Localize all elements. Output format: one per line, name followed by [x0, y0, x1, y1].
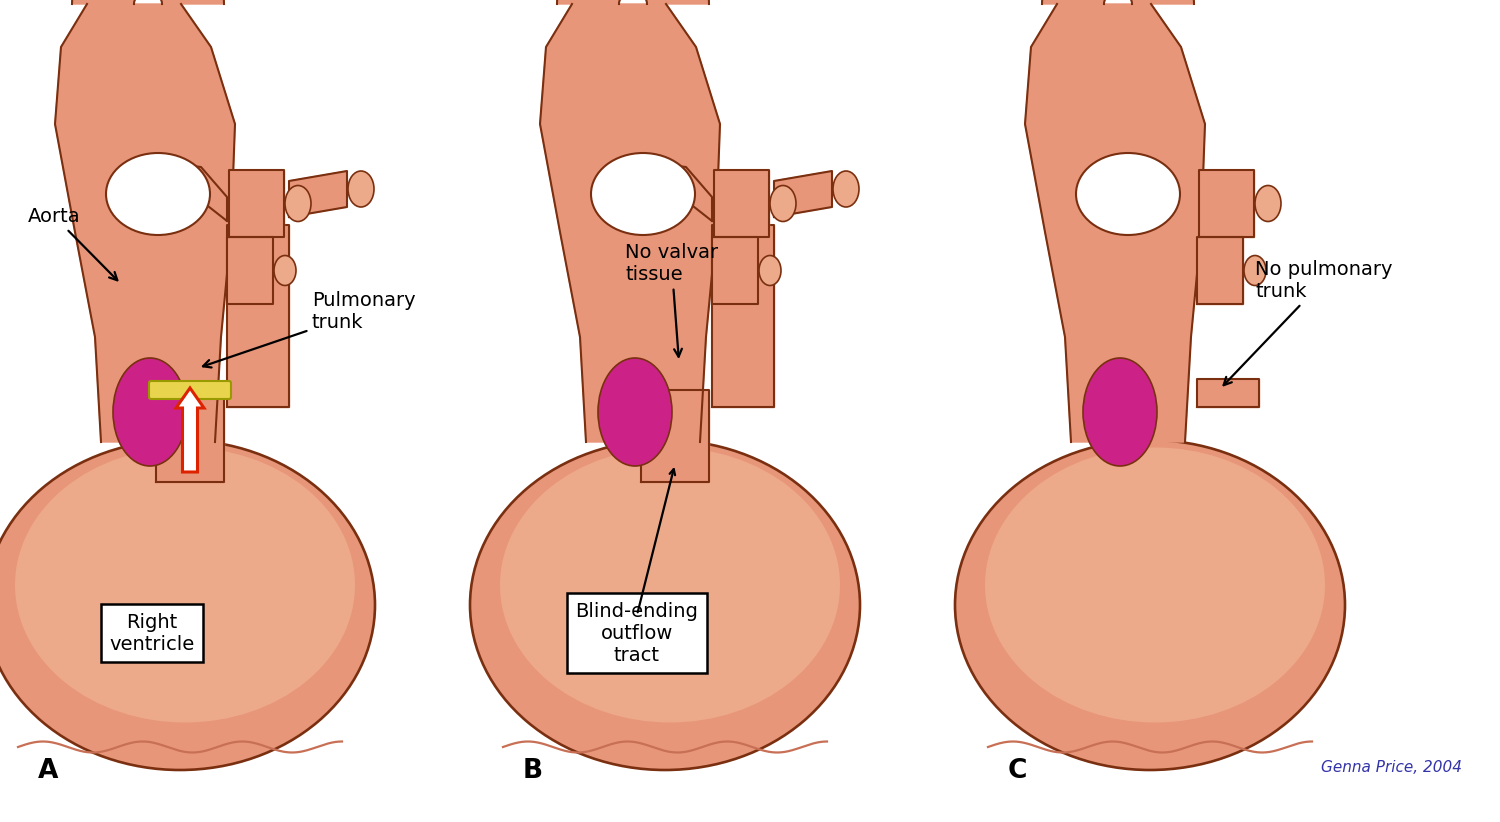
Ellipse shape	[833, 171, 860, 207]
Ellipse shape	[470, 440, 860, 770]
Polygon shape	[72, 0, 224, 4]
Ellipse shape	[986, 447, 1324, 723]
Polygon shape	[712, 225, 774, 407]
Ellipse shape	[348, 171, 374, 207]
Text: No pulmonary
trunk: No pulmonary trunk	[1224, 260, 1392, 386]
Polygon shape	[290, 171, 346, 217]
Polygon shape	[774, 171, 832, 217]
Polygon shape	[540, 4, 720, 442]
FancyBboxPatch shape	[148, 381, 231, 399]
Ellipse shape	[1244, 256, 1266, 285]
Polygon shape	[230, 170, 284, 237]
Text: Right
ventricle: Right ventricle	[110, 612, 195, 653]
Polygon shape	[556, 0, 710, 4]
Polygon shape	[56, 4, 236, 442]
Polygon shape	[156, 390, 224, 482]
Polygon shape	[166, 163, 226, 221]
Ellipse shape	[15, 447, 355, 723]
Ellipse shape	[770, 186, 796, 221]
Text: C: C	[1008, 758, 1028, 784]
Ellipse shape	[591, 153, 694, 235]
Polygon shape	[226, 225, 290, 407]
Ellipse shape	[274, 256, 296, 285]
FancyArrow shape	[176, 388, 204, 472]
Ellipse shape	[1083, 358, 1156, 466]
Text: Blind-ending
outflow
tract: Blind-ending outflow tract	[576, 602, 699, 664]
Text: B: B	[524, 758, 543, 784]
Text: Genna Price, 2004: Genna Price, 2004	[1322, 760, 1462, 774]
Ellipse shape	[106, 153, 210, 235]
Ellipse shape	[598, 358, 672, 466]
Polygon shape	[640, 390, 710, 482]
Text: No valvar
tissue: No valvar tissue	[626, 243, 718, 357]
Ellipse shape	[112, 358, 188, 466]
Polygon shape	[1042, 0, 1194, 4]
Polygon shape	[1024, 4, 1204, 442]
Polygon shape	[714, 170, 770, 237]
Ellipse shape	[1256, 186, 1281, 221]
Polygon shape	[652, 163, 712, 221]
Polygon shape	[1197, 237, 1243, 304]
Ellipse shape	[1076, 153, 1180, 235]
Polygon shape	[1197, 379, 1258, 407]
Polygon shape	[226, 237, 273, 304]
Ellipse shape	[285, 186, 310, 221]
Polygon shape	[1198, 170, 1254, 237]
Polygon shape	[712, 237, 758, 304]
Text: Aorta: Aorta	[28, 207, 117, 280]
Ellipse shape	[500, 447, 840, 723]
Text: A: A	[38, 758, 58, 784]
Ellipse shape	[956, 440, 1346, 770]
Ellipse shape	[0, 440, 375, 770]
Ellipse shape	[759, 256, 782, 285]
Text: Pulmonary
trunk: Pulmonary trunk	[202, 291, 416, 367]
